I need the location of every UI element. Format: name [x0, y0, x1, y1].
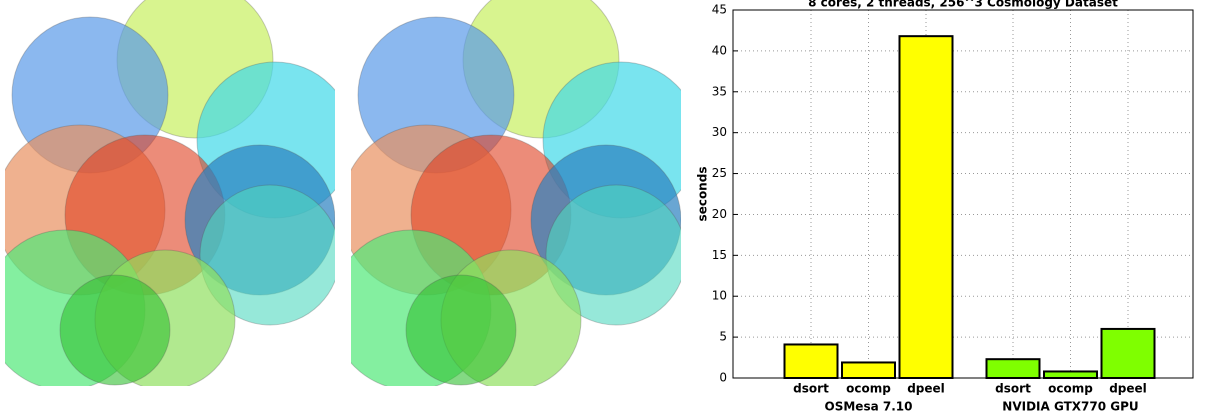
group-label: NVIDIA GTX770 GPU — [1002, 400, 1138, 414]
group-label: OSMesa 7.10 — [825, 400, 913, 414]
y-tick-label: 35 — [712, 84, 727, 98]
axes-frame — [732, 9, 1194, 379]
bar — [1100, 327, 1156, 379]
bar — [898, 35, 954, 380]
y-tick-label: 40 — [712, 43, 727, 57]
y-tick-label: 20 — [712, 207, 727, 221]
x-tick-label: dsort — [793, 382, 829, 396]
x-tick-label: dpeel — [907, 382, 945, 396]
x-tick-label: dpeel — [1109, 382, 1147, 396]
y-tick-label: 25 — [712, 166, 727, 180]
bar — [985, 358, 1041, 379]
y-tick-label: 15 — [712, 248, 727, 262]
y-tick-label: 30 — [712, 125, 727, 139]
bar — [841, 361, 896, 379]
x-tick-label: dsort — [995, 382, 1031, 396]
plot-area: 0 5 10 15 20 25 30 35 40 45 dsort ocomp dpeel OSMesa … — [712, 3, 1193, 414]
render-image — [5, 0, 335, 386]
bar — [783, 343, 839, 379]
x-tick-label: ocomp — [1048, 382, 1093, 396]
y-tick-label: 5 — [719, 330, 727, 344]
render-image — [351, 0, 681, 386]
y-tick-label: 10 — [712, 289, 727, 303]
y-axis-label: seconds — [696, 167, 710, 222]
y-tick-label: 45 — [712, 3, 727, 17]
bar — [1043, 370, 1098, 379]
chart-title: 8 cores, 2 threads, 256^3 Cosmology Data… — [808, 0, 1118, 10]
x-tick-label: ocomp — [846, 382, 891, 396]
y-tick-label: 0 — [719, 371, 727, 385]
